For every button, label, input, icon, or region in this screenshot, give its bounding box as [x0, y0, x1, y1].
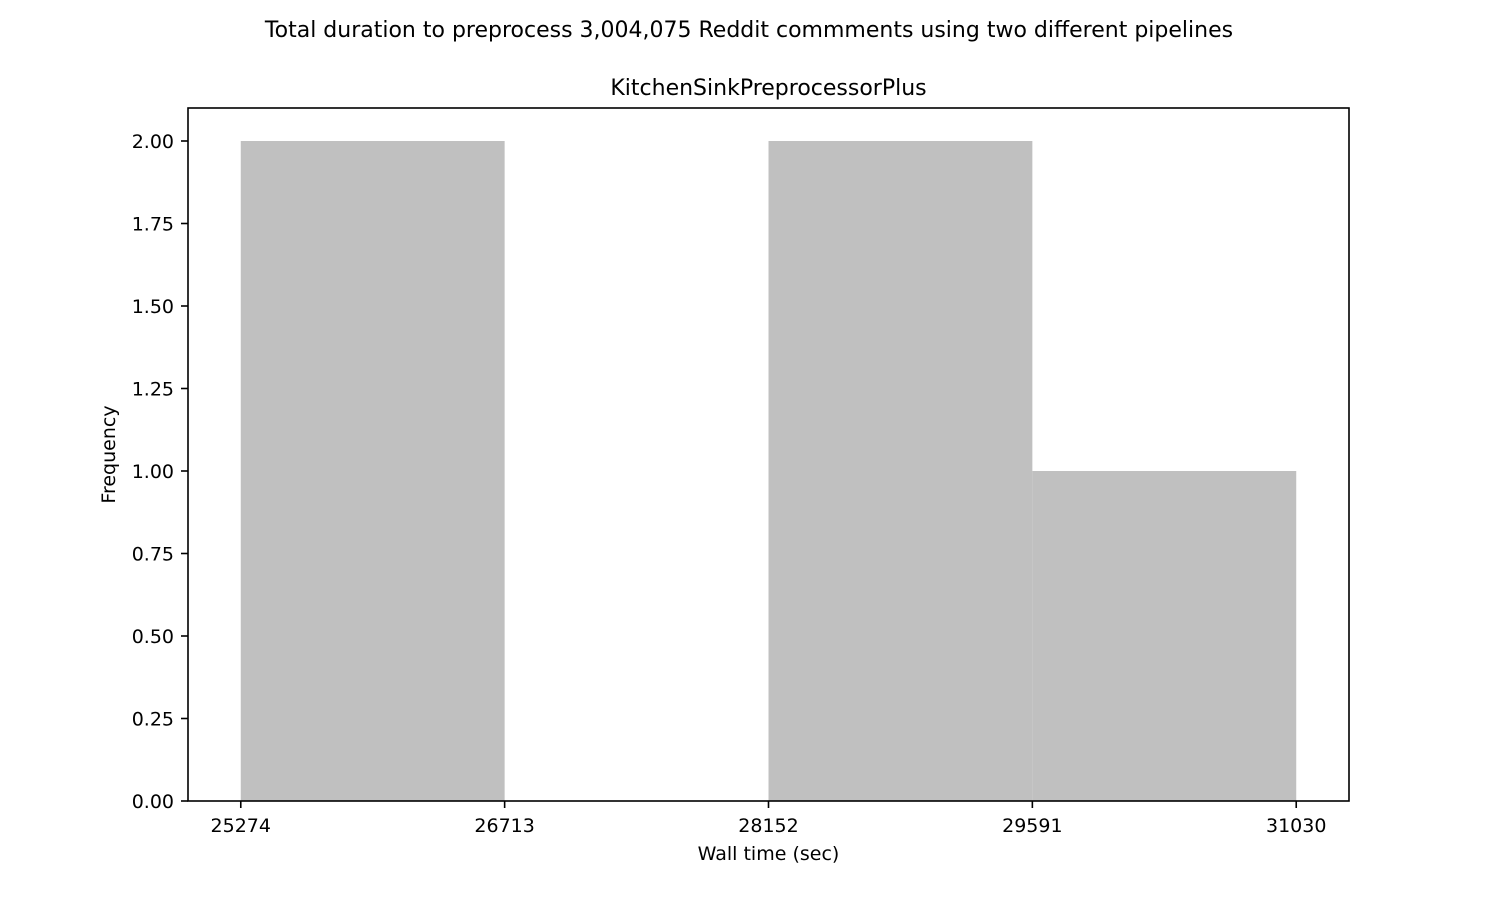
y-tick-label: 0.00: [132, 791, 174, 813]
x-tick-label: 28152: [738, 815, 798, 837]
y-tick-label: 1.25: [132, 379, 174, 401]
y-axis-ticks: 0.00 0.25 0.50 0.75 1.00 1.25 1.50 1.75 2.00: [132, 131, 188, 813]
x-tick-label: 26713: [474, 815, 534, 837]
y-tick-label: 0.75: [132, 544, 174, 566]
histogram-bar: [768, 141, 1033, 801]
y-axis-label: Frequency: [98, 405, 120, 503]
y-tick-label: 0.25: [132, 709, 174, 731]
histogram-bar: [240, 141, 505, 801]
y-tick-label: 1.00: [132, 461, 174, 483]
y-tick-label: 2.00: [132, 131, 174, 153]
histogram-bar: [1032, 471, 1297, 801]
axes-frame: [187, 107, 1350, 802]
histogram-bars: [240, 141, 1297, 801]
x-tick-label: 31030: [1266, 815, 1326, 837]
y-tick-label: 1.50: [132, 296, 174, 318]
chart-title: KitchenSinkPreprocessorPlus: [610, 76, 926, 101]
y-tick-label: 0.50: [132, 626, 174, 648]
x-axis-label: Wall time (sec): [698, 843, 840, 865]
y-tick-label: 1.75: [132, 214, 174, 236]
x-tick-label: 29591: [1002, 815, 1062, 837]
x-tick-label: 25274: [211, 815, 271, 837]
x-axis-ticks: 25274 26713 28152 29591 31030: [211, 801, 1326, 837]
figure-suptitle: Total duration to preprocess 3,004,075 R…: [264, 18, 1233, 43]
